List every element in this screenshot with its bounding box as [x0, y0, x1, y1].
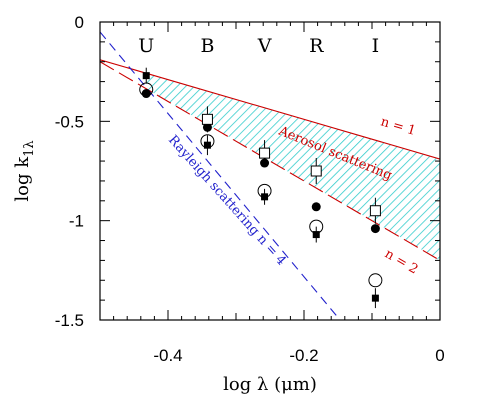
- data-point-open-circle: [368, 273, 383, 288]
- model-line-3: [100, 31, 341, 320]
- y-tick-label: -1: [69, 212, 84, 231]
- data-point-filled-square: [203, 141, 211, 149]
- data-point-filled-square: [261, 193, 269, 201]
- x-tick-label: 0: [435, 346, 444, 365]
- data-point-filled-circle: [370, 224, 380, 234]
- annotation-n2: n = 2: [382, 247, 420, 278]
- data-point-filled-square: [312, 231, 320, 239]
- x-tick-label: -0.4: [153, 346, 182, 365]
- band-label-I: I: [372, 35, 380, 57]
- x-tick-label: -0.2: [289, 346, 318, 365]
- band-label-B: B: [200, 35, 214, 57]
- data-point-open-circle: [139, 82, 154, 97]
- data-point-open-circle: [309, 219, 324, 234]
- data-point-open-square: [310, 165, 322, 177]
- y-tick-label: 0: [75, 13, 84, 32]
- data-point-open-square: [259, 147, 271, 159]
- y-tick-label: -0.5: [55, 112, 84, 131]
- data-point-open-circle: [257, 183, 272, 198]
- data-point-filled-circle: [311, 202, 321, 212]
- y-axis-label: log k1λ: [12, 140, 37, 201]
- band-label-U: U: [138, 35, 154, 57]
- band-label-R: R: [309, 35, 324, 57]
- data-point-open-square: [369, 205, 381, 217]
- y-tick-label: -1.5: [55, 311, 84, 330]
- plot-frame: [99, 21, 441, 321]
- shaded-region: [146, 73, 440, 261]
- band-label-V: V: [257, 35, 272, 57]
- x-axis-label: log λ (μm): [223, 374, 317, 395]
- data-point-open-circle: [200, 134, 215, 149]
- annotation-n1: n = 1: [379, 114, 418, 138]
- y-axis-label-subscript: 1λ: [22, 140, 37, 157]
- data-point-open-square: [201, 113, 213, 125]
- data-point-filled-square: [142, 72, 150, 80]
- data-point-filled-circle: [141, 89, 151, 99]
- data-point-filled-square: [371, 294, 379, 302]
- model-line-1: [100, 59, 440, 160]
